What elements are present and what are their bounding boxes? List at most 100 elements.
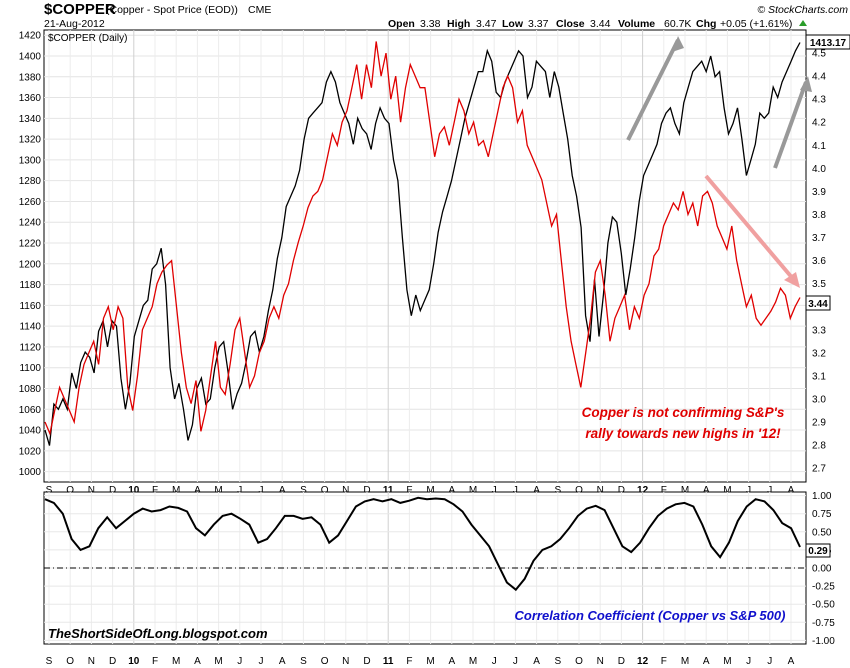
correlation-series-line bbox=[44, 496, 801, 592]
blog-watermark: TheShortSideOfLong.blogspot.com bbox=[48, 626, 268, 641]
x-month-label: M bbox=[172, 656, 180, 667]
x-month-label: S bbox=[554, 485, 561, 496]
left-tick-label: 1220 bbox=[19, 239, 42, 250]
right-tick-label: 3.2 bbox=[812, 348, 826, 359]
right-axis-ticks: 2.72.82.93.03.13.23.33.43.53.63.73.83.94… bbox=[812, 49, 826, 475]
x-month-label: F bbox=[661, 656, 667, 667]
left-tick-label: 1420 bbox=[19, 31, 42, 42]
close-label: Close bbox=[556, 18, 585, 30]
x-month-label: J bbox=[237, 656, 242, 667]
right-tick-label: 3.1 bbox=[812, 371, 826, 382]
x-month-label: F bbox=[152, 485, 158, 496]
corr-tick-label: -0.75 bbox=[812, 618, 835, 629]
high-label: High bbox=[447, 18, 470, 30]
x-month-label: D bbox=[363, 485, 370, 496]
x-month-label: J bbox=[259, 656, 264, 667]
x-month-label: O bbox=[66, 485, 74, 496]
x-month-label: 12 bbox=[637, 485, 649, 496]
open-label: Open bbox=[388, 18, 415, 30]
right-tick-label: 4.3 bbox=[812, 95, 826, 106]
right-tick-label: 3.9 bbox=[812, 187, 826, 198]
x-month-label: S bbox=[300, 485, 307, 496]
right-tick-label: 4.2 bbox=[812, 118, 826, 129]
x-month-label: M bbox=[426, 485, 434, 496]
x-month-label: 10 bbox=[128, 656, 140, 667]
exchange-label: CME bbox=[248, 4, 271, 16]
annotation-line-2: rally towards new highs in '12! bbox=[585, 426, 781, 441]
x-month-label: J bbox=[492, 656, 497, 667]
x-month-label: 11 bbox=[383, 656, 394, 667]
left-tick-label: 1380 bbox=[19, 72, 42, 83]
x-month-label: M bbox=[723, 656, 731, 667]
main-gridlines bbox=[44, 30, 806, 482]
x-month-label: A bbox=[194, 485, 201, 496]
x-month-label: N bbox=[342, 485, 349, 496]
x-month-label: J bbox=[767, 485, 772, 496]
left-tick-label: 1040 bbox=[19, 426, 42, 437]
x-month-label: J bbox=[513, 656, 518, 667]
spx-last-value: 1413.17 bbox=[810, 38, 847, 49]
right-tick-label: 4.5 bbox=[812, 49, 826, 60]
corr-tick-label: 0.50 bbox=[812, 527, 832, 538]
x-month-label: N bbox=[88, 656, 95, 667]
right-tick-label: 3.6 bbox=[812, 256, 826, 267]
x-month-label: F bbox=[406, 485, 412, 496]
left-tick-label: 1180 bbox=[19, 280, 41, 291]
x-month-label: 12 bbox=[637, 656, 649, 667]
corr-last-value: 0.29 bbox=[808, 546, 828, 557]
open-value: 3.38 bbox=[420, 18, 441, 30]
right-tick-label: 3.0 bbox=[812, 394, 826, 405]
x-month-label: J bbox=[492, 485, 497, 496]
x-month-label: M bbox=[469, 485, 477, 496]
copper-last-box bbox=[805, 295, 831, 311]
x-month-label: F bbox=[152, 656, 158, 667]
corr-tick-label: -1.00 bbox=[812, 636, 835, 647]
x-month-label: O bbox=[66, 656, 74, 667]
left-tick-label: 1200 bbox=[19, 259, 42, 270]
corr-tick-label: 1.00 bbox=[812, 491, 832, 502]
x-month-label: A bbox=[279, 485, 286, 496]
correlation-title: Correlation Coefficient (Copper vs S&P 5… bbox=[515, 608, 786, 623]
x-month-label: N bbox=[597, 656, 604, 667]
x-month-label: O bbox=[575, 485, 583, 496]
correlation-axis-ticks: 1.000.750.500.250.00-0.25-0.50-0.75-1.00 bbox=[812, 491, 835, 647]
x-month-label: J bbox=[237, 485, 242, 496]
left-tick-label: 1240 bbox=[19, 218, 42, 229]
x-month-label: A bbox=[533, 656, 540, 667]
x-month-label: A bbox=[448, 656, 455, 667]
source-credit: © StockCharts.com bbox=[757, 4, 848, 16]
x-month-label: O bbox=[321, 656, 329, 667]
left-tick-label: 1080 bbox=[19, 384, 42, 395]
left-tick-label: 1060 bbox=[19, 405, 42, 416]
x-month-label: A bbox=[279, 656, 286, 667]
x-month-label: D bbox=[363, 656, 370, 667]
x-month-label: A bbox=[703, 485, 710, 496]
high-value: 3.47 bbox=[476, 18, 497, 30]
left-tick-label: 1160 bbox=[19, 301, 41, 312]
x-month-label: J bbox=[746, 656, 751, 667]
right-tick-label: 3.8 bbox=[812, 210, 826, 221]
x-month-label: D bbox=[618, 485, 625, 496]
x-month-label: 10 bbox=[128, 485, 140, 496]
right-tick-label: 2.8 bbox=[812, 441, 826, 452]
x-month-label: A bbox=[194, 656, 201, 667]
volume-label: Volume bbox=[618, 18, 655, 30]
corr-tick-label: -0.25 bbox=[812, 582, 835, 593]
corr-tick-label: -0.50 bbox=[812, 600, 835, 611]
chart-date: 21-Aug-2012 bbox=[44, 18, 105, 30]
x-month-label: J bbox=[513, 485, 518, 496]
x-month-label: N bbox=[342, 656, 349, 667]
x-month-label: D bbox=[109, 656, 116, 667]
main-x-axis-labels: S O N D 10 F M A M J J A S O N D 11 F M A M J J A S O N D 12 F M A M J J A bbox=[46, 485, 795, 496]
right-tick-label: 2.7 bbox=[812, 464, 826, 475]
x-month-label: S bbox=[46, 656, 53, 667]
x-month-label: O bbox=[575, 656, 583, 667]
left-tick-label: 1140 bbox=[19, 322, 41, 333]
x-month-label: M bbox=[681, 656, 689, 667]
copper-trend-arrow bbox=[704, 174, 796, 282]
x-month-label: J bbox=[767, 656, 772, 667]
copper-last-value: 3.44 bbox=[808, 299, 828, 310]
x-month-label: F bbox=[406, 656, 412, 667]
x-month-label: M bbox=[172, 485, 180, 496]
